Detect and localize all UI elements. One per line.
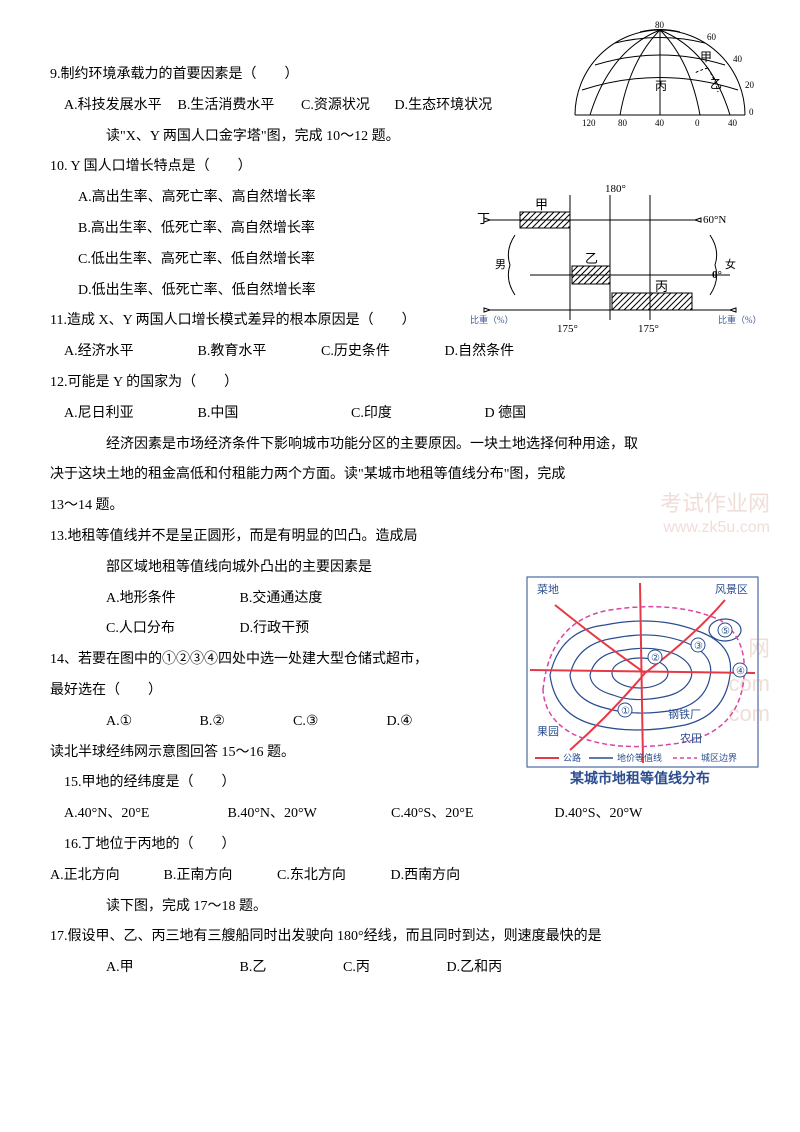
pyr-jia: 甲 xyxy=(535,197,548,212)
q12-c: C.印度 xyxy=(351,399,481,430)
q12-b: B.中国 xyxy=(198,399,348,430)
q12-text: 12.可能是 Y 的国家为（ ） xyxy=(50,368,750,399)
q13-c: C.人口分布 xyxy=(106,614,236,645)
q14-d: D.④ xyxy=(387,707,413,738)
globe-label-0b: 0 xyxy=(695,118,700,128)
q16-b: B.正南方向 xyxy=(164,861,274,892)
q14-a: A.① xyxy=(106,707,196,738)
globe-label-40b: 40 xyxy=(655,118,665,128)
map-feng: 风景区 xyxy=(715,583,748,596)
q17-text: 17.假设甲、乙、丙三地有三艘船同时出发驶向 180°经线，而且同时到达，则速度… xyxy=(50,922,750,953)
q13-text: 13.地租等值线并不是呈正圆形，而是有明显的凹凸。造成局 xyxy=(50,522,750,553)
watermark-text4: com xyxy=(728,690,770,738)
pyr-60n: 60°N xyxy=(703,214,726,226)
q12-opts: A.尼日利亚 B.中国 C.印度 D 德国 xyxy=(50,399,750,430)
q11-a: A.经济水平 xyxy=(64,337,194,368)
globe-label-80b: 80 xyxy=(618,118,628,128)
q12-d: D 德国 xyxy=(485,399,527,430)
map-cai: 菜地 xyxy=(537,583,559,596)
q12-a: A.尼日利亚 xyxy=(64,399,194,430)
q15-d: D.40°S、20°W xyxy=(555,799,643,830)
q11-opts: A.经济水平 B.教育水平 C.历史条件 D.自然条件 xyxy=(50,337,750,368)
q9-c: C.资源状况 xyxy=(301,91,391,122)
globe-label-120: 120 xyxy=(582,118,596,128)
q10-text: 10. Y 国人口增长特点是（ ） xyxy=(50,152,750,183)
map-guo: 果园 xyxy=(537,725,559,738)
pyr-180: 180° xyxy=(605,183,626,195)
pyr-175l: 175° xyxy=(557,323,578,335)
q11-d: D.自然条件 xyxy=(445,337,515,368)
q17-c: C.丙 xyxy=(343,953,443,984)
globe-label-80: 80 xyxy=(655,20,665,30)
pyr-175r: 175° xyxy=(638,323,659,335)
pyr-male: 男 xyxy=(495,259,506,271)
q17-b: B.乙 xyxy=(240,953,340,984)
pyr-female: 女 xyxy=(725,257,736,271)
globe-label-60: 60 xyxy=(707,32,717,42)
globe-figure: 80 60 40 20 0 120 80 40 0 40 甲 乙 丙 xyxy=(560,20,760,120)
q16-opts: A.正北方向 B.正南方向 C.东北方向 D.西南方向 xyxy=(50,861,750,892)
map-nong: 农田 xyxy=(680,731,702,745)
q17-opts: A.甲 B.乙 C.丙 D.乙和丙 xyxy=(50,953,750,984)
map-n1: ① xyxy=(621,706,630,717)
q15-a: A.40°N、20°E xyxy=(64,799,224,830)
globe-label-40c: 40 xyxy=(728,118,738,128)
globe-label-40: 40 xyxy=(733,54,743,64)
map-title: 某城市地租等值线分布 xyxy=(570,770,710,787)
q16-c: C.东北方向 xyxy=(277,861,387,892)
intro17: 读下图，完成 17～18 题。 xyxy=(50,892,750,923)
q14-b: B.② xyxy=(200,707,290,738)
globe-label-20: 20 xyxy=(745,80,755,90)
map-leg-contour: 地价等值线 xyxy=(617,752,662,763)
q11-c: C.历史条件 xyxy=(321,337,441,368)
q13-d: D.行政干预 xyxy=(240,614,310,645)
map-leg-border: 城区边界 xyxy=(701,753,737,763)
q14-c: C.③ xyxy=(293,707,383,738)
globe-jia: 甲 xyxy=(700,50,712,64)
q17-a: A.甲 xyxy=(106,953,236,984)
map-leg-road: 公路 xyxy=(563,752,581,763)
pyramid-figure: 180° 60°N 0° 175° 175° 甲 乙 丙 丁 男 女 比重（%）… xyxy=(460,180,760,335)
q15-b: B.40°N、20°W xyxy=(228,799,388,830)
q16-text: 16.丁地位于丙地的（ ） xyxy=(50,830,750,861)
map-n5: ⑤ xyxy=(721,626,730,637)
pyr-bing: 丙 xyxy=(655,279,668,294)
q11-b: B.教育水平 xyxy=(198,337,318,368)
pyr-0: 0° xyxy=(712,269,722,281)
map-n3: ③ xyxy=(694,641,703,652)
map-gang: 钢铁厂 xyxy=(668,708,701,721)
intro13b: 决于这块土地的租金高低和付租能力两个方面。读"某城市地租等值线分布"图，完成 xyxy=(50,460,750,491)
map-n2: ② xyxy=(651,653,660,664)
intro13c: 13～14 题。 xyxy=(50,491,750,522)
globe-label-0: 0 xyxy=(749,107,754,117)
q9-b: B.生活消费水平 xyxy=(178,91,298,122)
q15-opts: A.40°N、20°E B.40°N、20°W C.40°S、20°E D.40… xyxy=(50,799,750,830)
pyr-pctl: 比重（%） xyxy=(470,314,514,325)
q9-d: D.生态环境状况 xyxy=(395,91,493,122)
globe-yi: 乙 xyxy=(710,77,722,91)
q9-a: A.科技发展水平 xyxy=(64,91,174,122)
pyr-pctr: 比重（%） xyxy=(718,314,760,325)
q13-b: B.交通通达度 xyxy=(240,584,323,615)
q16-d: D.西南方向 xyxy=(391,861,461,892)
globe-bing: 丙 xyxy=(655,79,667,93)
q15-c: C.40°S、20°E xyxy=(391,799,551,830)
q13-a: A.地形条件 xyxy=(106,584,236,615)
intro13a: 经济因素是市场经济条件下影响城市功能分区的主要原因。一块土地选择何种用途，取 xyxy=(50,430,750,461)
q16-a: A.正北方向 xyxy=(50,861,160,892)
pyr-ding: 丁 xyxy=(477,211,490,226)
q17-d: D.乙和丙 xyxy=(447,953,503,984)
pyr-yi: 乙 xyxy=(585,251,598,266)
map-figure: ① ② ③ ④ ⑤ 菜地 风景区 果园 钢铁厂 农田 公路 地价等值线 城区边界… xyxy=(525,575,760,790)
watermark-url: www.zk5u.com xyxy=(663,510,770,545)
